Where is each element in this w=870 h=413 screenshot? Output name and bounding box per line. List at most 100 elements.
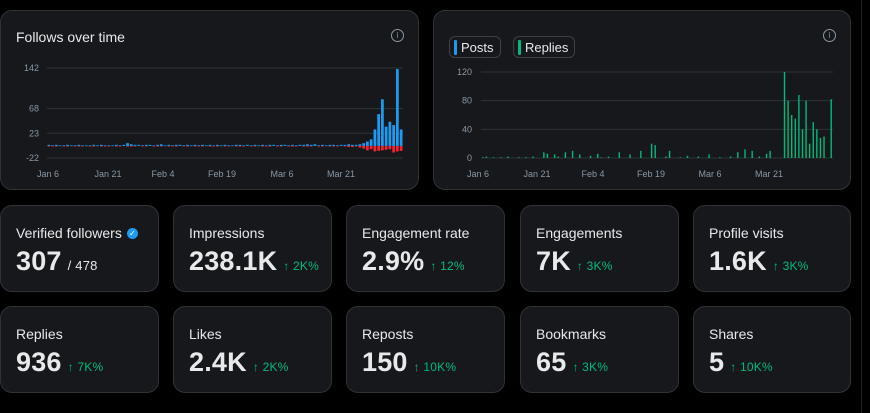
unfollows-bar [351, 145, 354, 148]
replies-bar [758, 156, 761, 158]
stat-card-shares: Shares 5 ↑ 10K% [693, 306, 851, 393]
follows-chart: 142 68 23 -22 Jan 6 Jan 21 Feb 4 Feb 19 Mar 6 Mar… [24, 63, 403, 179]
stat-card-profile-visits: Profile visits 1.6K ↑ 3K% [693, 205, 851, 292]
replies-bar [805, 100, 807, 158]
replies-bar [485, 156, 488, 158]
follows-bar [197, 145, 201, 147]
follows-bar [171, 145, 174, 147]
follows-bar [114, 144, 118, 146]
unfollows-bar [392, 145, 396, 153]
replies-bar [500, 157, 502, 158]
unfollows-bar [141, 145, 144, 147]
unfollows-bar [336, 145, 339, 147]
replies-bar [830, 99, 832, 158]
posts-color-swatch [454, 39, 457, 55]
unfollows-bar [381, 145, 384, 151]
follows-bar [231, 145, 234, 147]
x-tick-label: Jan 21 [94, 169, 121, 179]
replies-bar [816, 129, 818, 158]
follows-bar [216, 144, 219, 146]
legend-posts[interactable]: Posts [449, 36, 501, 58]
follows-bar [193, 144, 197, 146]
stat-label: Engagements [536, 225, 623, 241]
replies-bar [492, 157, 495, 158]
unfollows-bar [208, 145, 212, 147]
replies-bar [812, 122, 814, 158]
replies-bar [751, 150, 753, 158]
unfollows-bar [144, 145, 148, 147]
info-icon[interactable]: i [391, 29, 404, 42]
y-tick-label: 68 [29, 104, 39, 114]
replies-bar [654, 145, 656, 158]
page-scrollbar[interactable] [861, 0, 870, 413]
stat-card-likes: Likes 2.4K ↑ 2K% [173, 306, 332, 393]
legend-replies[interactable]: Replies [513, 36, 576, 58]
unfollows-bar [358, 145, 362, 148]
unfollows-bar [396, 145, 399, 152]
stat-change: ↑ 7K% [67, 360, 104, 374]
y-tick-label: 120 [457, 67, 472, 77]
follows-bar [126, 143, 129, 146]
follows-bar [328, 144, 332, 146]
stat-change: ↑ 3K% [572, 360, 609, 374]
replies-bar [597, 153, 599, 158]
replies-bar [640, 150, 642, 158]
unfollows-bar [264, 145, 268, 147]
stat-change: ↑ 10K% [730, 360, 773, 374]
replies-bar [482, 157, 484, 158]
unfollows-bar [99, 145, 103, 147]
stat-card-verified-followers: Verified followers ✓ 307/ 478 [0, 205, 159, 292]
unfollows-bar [332, 145, 336, 147]
unfollows-bar [81, 145, 84, 147]
unfollows-bar [51, 145, 54, 147]
replies-bar [794, 118, 796, 158]
stat-change: ↑ 12% [430, 259, 465, 273]
follows-bar [156, 144, 159, 146]
replies-bar [553, 154, 556, 158]
stat-value: 1.6K ↑ 3K% [709, 246, 809, 276]
replies-bar [765, 153, 768, 158]
unfollows-bar [276, 145, 279, 147]
stat-change: ↑ 2K% [283, 259, 319, 273]
stat-label: Profile visits [709, 225, 784, 241]
replies-bar [543, 152, 545, 158]
follows-bar [96, 145, 99, 147]
unfollows-bar [238, 145, 242, 147]
follows-bar [58, 145, 62, 147]
follows-bar [294, 145, 298, 147]
unfollows-bar [114, 145, 118, 147]
follows-bar [148, 144, 152, 146]
replies-bar [783, 72, 786, 158]
follows-bar [201, 144, 204, 146]
legend-replies-label: Replies [525, 39, 569, 55]
stat-change: ↑ 3K% [576, 259, 613, 273]
info-icon[interactable]: i [823, 29, 836, 42]
y-tick-label: 0 [467, 153, 472, 163]
replies-bar [546, 153, 549, 158]
follows-bar [84, 145, 88, 147]
follows-bar [141, 145, 144, 147]
replies-bar [790, 115, 793, 158]
stat-value: 307/ 478 [16, 246, 98, 276]
unfollows-bar [133, 145, 137, 147]
unfollows-bar [242, 145, 246, 147]
stat-card-engagement-rate: Engagement rate 2.9% ↑ 12% [346, 205, 505, 292]
follows-bar [249, 145, 253, 147]
x-tick-label: Jan 6 [467, 169, 489, 179]
verified-badge-icon: ✓ [126, 227, 138, 239]
x-tick-label: Mar 21 [327, 169, 355, 179]
unfollows-bar [156, 145, 159, 147]
replies-bar [686, 155, 689, 158]
replies-bar [607, 156, 610, 158]
follows-bar [279, 144, 283, 146]
follows-bar [366, 141, 369, 146]
follows-bar [133, 144, 137, 146]
unfollows-bar [77, 145, 81, 147]
unfollows-bar [73, 145, 77, 147]
follows-bar [272, 144, 276, 146]
replies-bar [571, 150, 574, 158]
stat-label: Reposts [362, 326, 414, 342]
follows-bar [373, 129, 377, 146]
replies-bar [744, 149, 746, 158]
replies-bar [579, 154, 581, 158]
